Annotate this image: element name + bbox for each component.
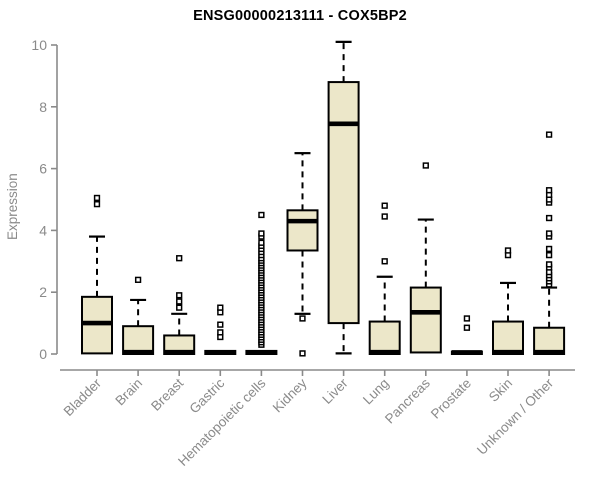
outlier-point: [299, 315, 306, 322]
boxplot-breast: [163, 255, 196, 355]
outlier-point: [381, 213, 388, 220]
box: [286, 209, 319, 252]
box: [409, 286, 442, 354]
outlier-point: [176, 255, 183, 262]
outlier-point: [217, 321, 224, 328]
outlier-point: [176, 292, 183, 299]
x-tick-label: Brain: [112, 376, 145, 409]
x-tick-label: Liver: [319, 375, 351, 407]
boxplot-liver: [327, 40, 360, 355]
y-tick-label: 0: [39, 346, 47, 362]
x-tick-label: Pancreas: [382, 375, 433, 426]
box: [492, 320, 524, 355]
outlier-point: [217, 329, 224, 336]
y-tick-label: 2: [39, 284, 47, 300]
box: [368, 320, 401, 355]
box: [122, 325, 155, 356]
outlier-point: [176, 298, 183, 305]
y-tick-label: 8: [39, 99, 47, 115]
outlier-point: [134, 276, 142, 283]
boxplot-prostate: [450, 315, 483, 356]
boxplot-gastric: [204, 304, 237, 356]
outlier-point: [258, 239, 265, 246]
x-tick-label: Gastric: [187, 375, 228, 416]
x-tick-label: Prostate: [428, 376, 474, 422]
outlier-point: [545, 245, 553, 253]
y-tick-label: 4: [39, 222, 47, 238]
x-tick-label: Kidney: [270, 375, 310, 415]
x-tick-label: Lung: [360, 376, 392, 408]
outlier-point: [545, 214, 553, 222]
outlier-point: [258, 230, 265, 237]
y-tick-label: 10: [31, 37, 47, 53]
x-tick-label: Bladder: [61, 375, 105, 419]
outlier-point: [258, 211, 265, 219]
x-tick-label: Skin: [486, 376, 515, 405]
outlier-point: [545, 187, 553, 194]
boxplot-skin: [492, 247, 524, 355]
x-tick-label: Unknown / Other: [474, 375, 557, 458]
boxplot-bladder: [81, 194, 113, 355]
outlier-point: [381, 202, 388, 209]
outlier-point: [299, 350, 306, 357]
outlier-point: [176, 304, 183, 311]
outlier-point: [463, 315, 471, 322]
outlier-point: [545, 131, 553, 138]
outlier-point: [381, 258, 388, 265]
y-axis-label: Expression: [5, 173, 20, 240]
outlier-point: [545, 230, 553, 237]
y-axis: 0 2 4 6 8 10: [31, 37, 58, 362]
outlier-point: [93, 194, 101, 202]
boxplot-lung: [368, 202, 401, 355]
outlier-point: [422, 162, 429, 169]
y-tick-label: 6: [39, 161, 47, 177]
boxplot-unknown-other: [533, 131, 566, 355]
outlier-point: [217, 304, 224, 311]
boxplot-brain: [122, 276, 155, 356]
boxplot-kidney: [286, 152, 319, 357]
outlier-point: [504, 247, 512, 254]
chart-title: ENSG00000213111 - COX5BP2: [193, 8, 407, 24]
x-tick-label: Breast: [148, 375, 186, 413]
boxplot-hematopoietic-cells: [245, 211, 278, 356]
boxplot-pancreas: [409, 162, 442, 354]
outlier-point: [545, 251, 553, 259]
outlier-point: [463, 324, 471, 331]
outlier-point: [93, 200, 101, 208]
outlier-point: [545, 261, 553, 268]
box: [327, 81, 360, 325]
